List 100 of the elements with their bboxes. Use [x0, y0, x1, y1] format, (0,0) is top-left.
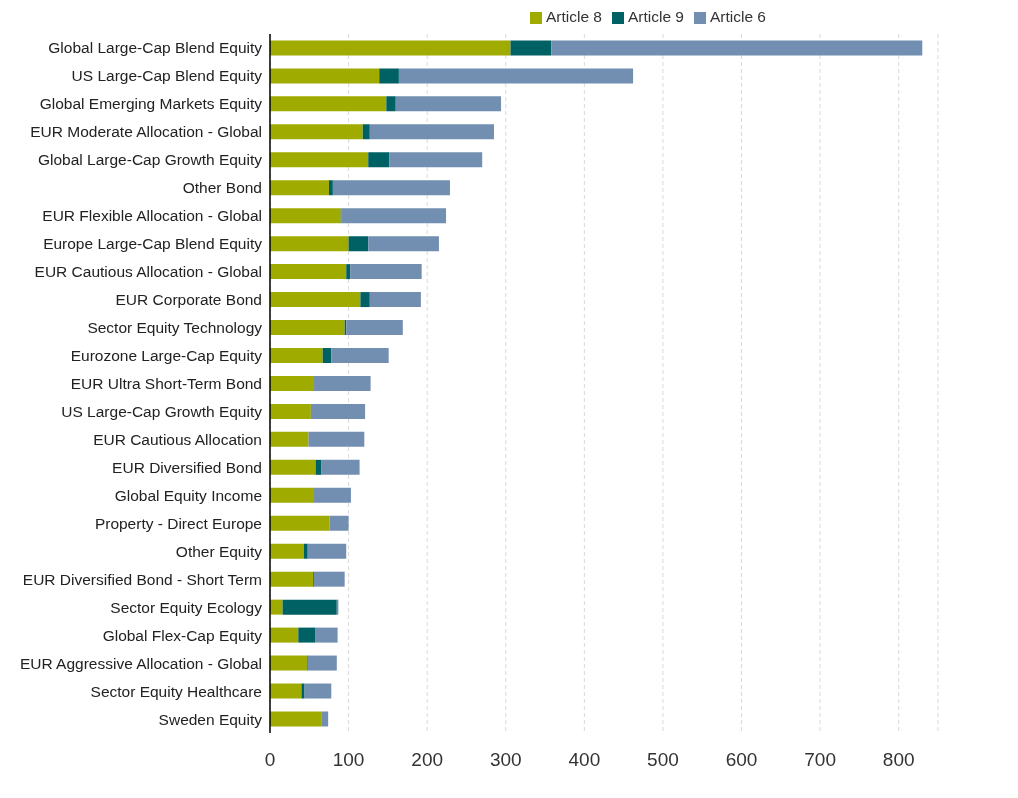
bar [510, 40, 552, 56]
bar [270, 152, 369, 168]
y-tick-label: EUR Corporate Bond [115, 291, 262, 309]
bar [270, 459, 316, 475]
y-tick-label: Sweden Equity [158, 710, 263, 728]
bar [314, 487, 351, 503]
bar [270, 599, 283, 615]
y-tick-label: US Large-Cap Growth Equity [61, 402, 263, 420]
bar [270, 96, 387, 112]
y-tick-label: EUR Moderate Allocation - Global [30, 123, 262, 141]
bar [270, 683, 302, 699]
x-tick-label: 0 [264, 749, 276, 771]
y-tick-label: EUR Diversified Bond - Short Term [22, 570, 262, 588]
legend-label: Article 8 [546, 8, 602, 25]
bar [270, 208, 341, 224]
y-tick-label: Global Emerging Markets Equity [39, 95, 263, 113]
legend-label: Article 6 [710, 8, 766, 25]
x-tick-label: 200 [411, 749, 444, 771]
y-tick-label: EUR Cautious Allocation [93, 430, 262, 448]
bar [379, 68, 399, 84]
bar [270, 40, 511, 56]
bar [551, 40, 923, 56]
bar [346, 264, 351, 280]
x-tick-label: 100 [332, 749, 365, 771]
bar [270, 320, 345, 336]
bar [398, 68, 634, 84]
y-tick-label: Property - Direct Europe [94, 514, 262, 532]
bar [270, 124, 363, 140]
x-tick-label: 600 [725, 749, 758, 771]
bar [301, 683, 305, 699]
bar [270, 236, 349, 252]
y-tick-label: Global Large-Cap Growth Equity [37, 151, 263, 169]
y-tick-label: Other Equity [175, 542, 263, 560]
bar [332, 180, 450, 196]
y-tick-label: Europe Large-Cap Blend Equity [43, 235, 263, 253]
bar [368, 236, 439, 252]
bar [331, 347, 389, 363]
bar [321, 711, 329, 727]
x-tick-label: 500 [647, 749, 679, 771]
bar [270, 180, 329, 196]
y-tick-label: Sector Equity Technology [87, 319, 263, 337]
bar [270, 543, 304, 559]
y-tick-label: EUR Aggressive Allocation - Global [19, 654, 262, 672]
bar [369, 292, 421, 308]
bar [304, 683, 332, 699]
y-tick-label: Sector Equity Ecology [110, 598, 263, 616]
x-tick-label: 800 [882, 749, 915, 771]
y-tick-label: Global Large-Cap Blend Equity [48, 39, 263, 57]
bar [322, 347, 332, 363]
bar [270, 264, 347, 280]
bar [270, 487, 315, 503]
y-tick-label: EUR Flexible Allocation - Global [42, 207, 262, 225]
bar [369, 124, 494, 140]
bar [362, 124, 370, 140]
bar [308, 431, 365, 447]
y-tick-label: EUR Diversified Bond [112, 458, 262, 476]
bar [270, 627, 299, 643]
y-tick-label: EUR Ultra Short-Term Bond [70, 375, 262, 392]
bar [368, 152, 390, 168]
bar [270, 571, 314, 587]
bar [395, 96, 502, 112]
bar [348, 236, 369, 252]
y-tick-label: Global Equity Income [114, 486, 262, 504]
bar [315, 627, 338, 643]
x-tick-label: 300 [489, 749, 522, 771]
bar [328, 180, 333, 196]
bar [310, 403, 366, 419]
bar [386, 96, 396, 112]
bar [329, 515, 349, 531]
bar [298, 627, 316, 643]
y-tick-label: US Large-Cap Blend Equity [71, 67, 263, 85]
bar [307, 543, 347, 559]
bar [307, 655, 337, 671]
bar [303, 543, 308, 559]
bar [346, 320, 403, 336]
bar [341, 208, 447, 224]
x-tick-label: 400 [568, 749, 601, 771]
bar [270, 375, 315, 391]
bar [270, 68, 380, 84]
bar [314, 375, 371, 391]
bar [321, 459, 360, 475]
bar [315, 459, 322, 475]
legend-label: Article 9 [628, 8, 684, 25]
bar [360, 292, 370, 308]
bar [350, 264, 422, 280]
bar [270, 347, 323, 363]
bar [270, 292, 361, 308]
bar [389, 152, 483, 168]
bar [270, 515, 330, 531]
bar [282, 599, 337, 615]
x-tick-label: 700 [804, 749, 836, 771]
bar [314, 571, 345, 587]
y-tick-label: Sector Equity Healthcare [90, 682, 262, 700]
bar [270, 711, 322, 727]
bar [270, 431, 309, 447]
bar [270, 403, 311, 419]
bar [270, 655, 307, 671]
y-tick-label: Global Flex-Cap Equity [102, 626, 263, 644]
y-tick-label: Other Bond [182, 179, 262, 197]
y-tick-label: EUR Cautious Allocation - Global [34, 263, 262, 281]
